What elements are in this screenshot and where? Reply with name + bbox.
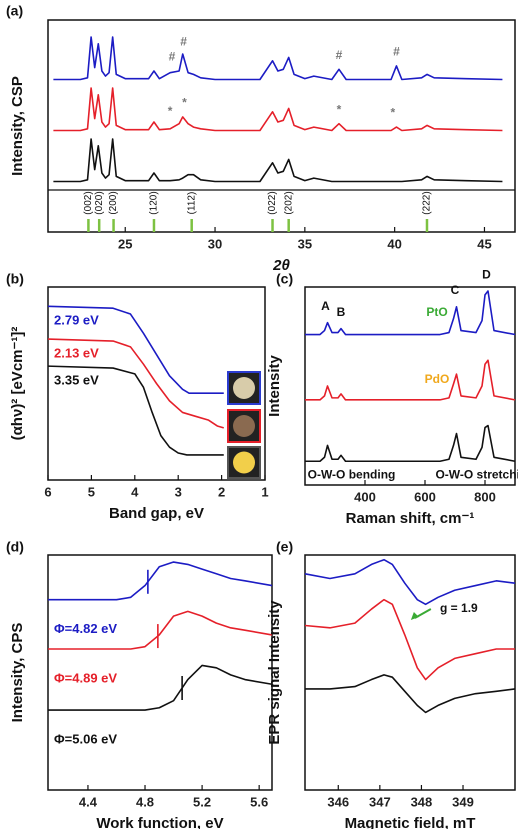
annotation: # bbox=[169, 50, 176, 64]
series-label: Φ=4.89 eV bbox=[54, 670, 117, 685]
reference-label: (120) bbox=[149, 191, 160, 214]
series-line bbox=[47, 365, 224, 456]
x-axis-title: Raman shift, cm⁻¹ bbox=[346, 510, 475, 527]
y-axis-title: Intensity bbox=[266, 355, 283, 417]
series-line bbox=[47, 338, 224, 429]
series-line bbox=[304, 598, 515, 681]
x-tick-label: 400 bbox=[354, 489, 376, 504]
x-tick-label: 40 bbox=[387, 236, 401, 251]
series-label: 3.35 eV bbox=[54, 373, 99, 388]
x-tick-label: 5.2 bbox=[193, 794, 211, 809]
annotation: O-W-O stretching bbox=[435, 467, 518, 481]
annotation-arrowhead bbox=[410, 612, 419, 621]
annotation: # bbox=[336, 48, 343, 62]
annotation: C bbox=[451, 283, 460, 297]
y-axis-title: (αhν)² [eVcm⁻¹]² bbox=[9, 327, 26, 441]
series-label: Φ=4.82 eV bbox=[54, 621, 117, 636]
panel-label: (d) bbox=[6, 539, 24, 555]
sample-photos bbox=[227, 371, 261, 479]
x-axis-title: 2θ bbox=[272, 257, 290, 274]
x-tick-label: 25 bbox=[118, 236, 132, 251]
series-line bbox=[48, 610, 273, 650]
x-tick-label: 2 bbox=[218, 484, 225, 499]
panel: (d) 4.4 4.8 5.2 5.6 Work function, eV Intensit… bbox=[6, 539, 273, 829]
x-tick-label: 1 bbox=[261, 484, 268, 499]
x-axis-title: Magnetic field, mT bbox=[345, 815, 476, 829]
reference-label: (002) bbox=[83, 191, 94, 214]
x-tick-label: 3 bbox=[175, 484, 182, 499]
annotation: D bbox=[482, 267, 491, 281]
annotation: * bbox=[168, 104, 173, 118]
panel-label: (a) bbox=[6, 3, 23, 19]
x-tick-label: 6 bbox=[44, 484, 51, 499]
panel: (c) 400 600 800 Raman shift, cm⁻¹ Intensity A B… bbox=[266, 267, 518, 527]
series-line bbox=[53, 36, 503, 81]
series-label: 2.13 eV bbox=[54, 346, 99, 361]
annotation: PdO bbox=[425, 372, 450, 386]
y-axis-title: EPR signal Intensity bbox=[266, 600, 283, 745]
x-tick-label: 4.4 bbox=[79, 794, 98, 809]
photo-sample bbox=[233, 377, 255, 399]
reference-label: (112) bbox=[186, 192, 197, 215]
panel: (e) 346 347 348 349 Magnetic field, mT EPR sig… bbox=[266, 539, 516, 829]
series-line bbox=[305, 359, 516, 401]
panel-label: (c) bbox=[276, 271, 293, 287]
x-tick-label: 349 bbox=[452, 794, 474, 809]
plot-frame bbox=[47, 554, 273, 791]
x-tick-label: 347 bbox=[369, 794, 391, 809]
x-tick-label: 35 bbox=[298, 236, 312, 251]
series-line bbox=[47, 305, 224, 394]
plot-frame bbox=[304, 286, 516, 486]
annotation: # bbox=[393, 44, 400, 58]
series-label: Φ=5.06 eV bbox=[54, 732, 117, 747]
x-tick-label: 4.8 bbox=[136, 794, 154, 809]
annotation: * bbox=[337, 102, 342, 116]
annotation: * bbox=[391, 106, 396, 120]
plot-frame bbox=[304, 554, 516, 791]
x-tick-label: 346 bbox=[327, 794, 349, 809]
annotation: # bbox=[180, 34, 187, 48]
series-line bbox=[48, 664, 273, 711]
x-tick-label: 348 bbox=[411, 794, 433, 809]
plot-frame bbox=[47, 286, 266, 481]
series-line bbox=[305, 424, 516, 463]
panel-label: (b) bbox=[6, 271, 24, 287]
panel-label: (e) bbox=[276, 539, 293, 555]
panel: (a) 25 30 35 40 45 2θ Intensity, CSP # # # # * * * * (00… bbox=[6, 3, 516, 274]
photo-sample bbox=[233, 415, 255, 437]
y-axis-title: Intensity, CSP bbox=[9, 76, 26, 176]
x-axis-title: Work function, eV bbox=[96, 815, 223, 829]
reference-label: (222) bbox=[422, 191, 433, 214]
x-tick-label: 800 bbox=[474, 489, 496, 504]
series-line bbox=[53, 87, 503, 132]
x-tick-label: 30 bbox=[208, 236, 222, 251]
photo-sample bbox=[233, 451, 255, 474]
x-tick-label: 600 bbox=[414, 489, 436, 504]
reference-label: (022) bbox=[267, 191, 278, 214]
x-tick-label: 5.6 bbox=[250, 794, 268, 809]
reference-label: (020) bbox=[94, 191, 105, 214]
annotation: B bbox=[337, 305, 346, 319]
x-axis-title: Band gap, eV bbox=[109, 505, 204, 522]
reference-label: (202) bbox=[283, 191, 294, 214]
series-line bbox=[304, 558, 516, 606]
series-line bbox=[305, 674, 516, 714]
series-line bbox=[305, 290, 516, 336]
x-tick-label: 45 bbox=[477, 236, 491, 251]
reference-label: (200) bbox=[108, 191, 119, 214]
annotation: O-W-O bending bbox=[308, 467, 396, 481]
panel: (b) 6 5 4 3 2 1 Band gap, eV (αhν)² [eVcm⁻¹]² 2.7… bbox=[6, 271, 269, 522]
annotation: A bbox=[321, 299, 330, 313]
plot-frame bbox=[47, 19, 516, 233]
x-tick-label: 5 bbox=[88, 484, 95, 499]
x-tick-label: 4 bbox=[131, 484, 139, 499]
series-line bbox=[48, 561, 273, 601]
annotation: * bbox=[182, 95, 187, 109]
series-line bbox=[53, 138, 503, 183]
y-axis-title: Intensity, CPS bbox=[9, 623, 26, 723]
annotation: PtO bbox=[426, 305, 447, 319]
series-label: 2.79 eV bbox=[54, 313, 99, 328]
annotation: g = 1.9 bbox=[440, 601, 478, 615]
